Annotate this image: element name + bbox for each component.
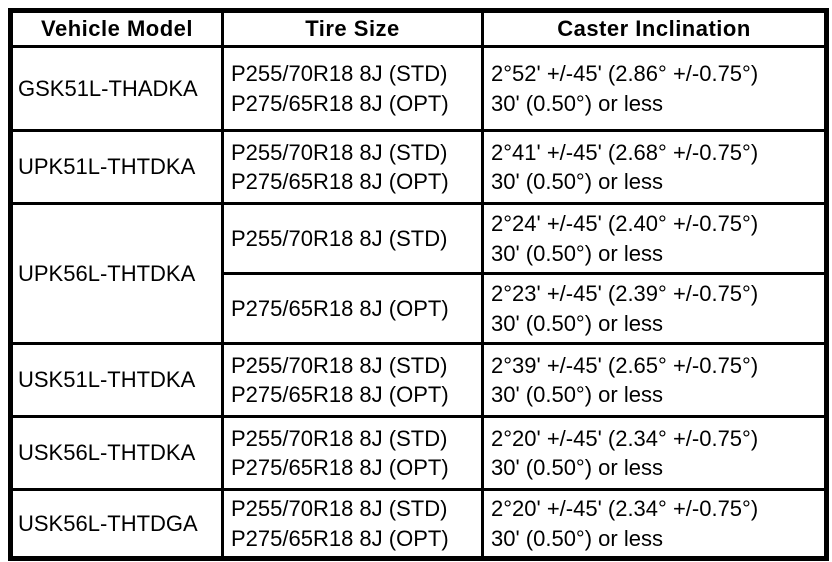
caster-value-line: 30' (0.50°) or less bbox=[491, 240, 663, 266]
caster-value-line: 2°20' +/-45' (2.34° +/-0.75°) bbox=[491, 425, 759, 451]
table-row: USK56L-THTDGA P255/70R18 8J (STD) P275/6… bbox=[9, 488, 828, 560]
tire-size-line: P255/70R18 8J (STD) bbox=[231, 225, 448, 251]
caster-inclination-cell: 2°24' +/-45' (2.40° +/-0.75°) 30' (0.50°… bbox=[481, 202, 828, 275]
tire-size-cell: P255/70R18 8J (STD) bbox=[221, 202, 484, 275]
vehicle-model-cell: USK56L-THTDGA bbox=[9, 488, 224, 560]
caster-inclination-cell: 2°41' +/-45' (2.68° +/-0.75°) 30' (0.50°… bbox=[481, 129, 828, 205]
caster-value-line: 2°39' +/-45' (2.65° +/-0.75°) bbox=[491, 352, 759, 378]
tire-size-line: P275/65R18 8J (OPT) bbox=[231, 90, 449, 116]
tire-size-cell: P275/65R18 8J (OPT) bbox=[221, 272, 484, 345]
caster-inclination-cell: 2°39' +/-45' (2.65° +/-0.75°) 30' (0.50°… bbox=[481, 342, 828, 418]
tire-size-line: P275/65R18 8J (OPT) bbox=[231, 455, 449, 480]
table-row: UPK56L-THTDKA P255/70R18 8J (STD) 2°24' … bbox=[9, 202, 828, 345]
tire-size-line: P255/70R18 8J (STD) bbox=[231, 496, 448, 522]
tire-size-line: P275/65R18 8J (OPT) bbox=[231, 525, 449, 551]
caster-value-line: 30' (0.50°) or less bbox=[491, 382, 663, 407]
caster-value-line: 30' (0.50°) or less bbox=[491, 310, 663, 336]
caster-value-line: 2°52' +/-45' (2.86° +/-0.75°) bbox=[491, 61, 759, 87]
caster-inclination-spec-table: Vehicle Model Tire Size Caster Inclinati… bbox=[8, 8, 829, 561]
caster-inclination-cell: 2°52' +/-45' (2.86° +/-0.75°) 30' (0.50°… bbox=[481, 45, 828, 132]
header-vehicle-model: Vehicle Model bbox=[9, 9, 224, 48]
caster-inclination-cell: 2°20' +/-45' (2.34° +/-0.75°) 30' (0.50°… bbox=[481, 415, 828, 491]
tire-size-line: P275/65R18 8J (OPT) bbox=[231, 382, 449, 407]
tire-size-line: P255/70R18 8J (STD) bbox=[231, 425, 448, 451]
tire-size-line: P275/65R18 8J (OPT) bbox=[231, 295, 449, 321]
header-tire-size: Tire Size bbox=[221, 9, 484, 48]
tire-size-line: P255/70R18 8J (STD) bbox=[231, 352, 448, 378]
tire-size-cell: P255/70R18 8J (STD) P275/65R18 8J (OPT) bbox=[221, 342, 484, 418]
caster-inclination-cell: 2°20' +/-45' (2.34° +/-0.75°) 30' (0.50°… bbox=[481, 488, 828, 560]
tire-size-line: P255/70R18 8J (STD) bbox=[231, 61, 448, 87]
tire-size-cell: P255/70R18 8J (STD) P275/65R18 8J (OPT) bbox=[221, 45, 484, 132]
tire-size-line: P275/65R18 8J (OPT) bbox=[231, 169, 449, 194]
caster-value-line: 30' (0.50°) or less bbox=[491, 169, 663, 194]
caster-value-line: 2°23' +/-45' (2.39° +/-0.75°) bbox=[491, 281, 759, 307]
caster-value-line: 2°20' +/-45' (2.34° +/-0.75°) bbox=[491, 496, 759, 522]
table-row: GSK51L-THADKA P255/70R18 8J (STD) P275/6… bbox=[9, 45, 828, 132]
tire-size-cell: P255/70R18 8J (STD) P275/65R18 8J (OPT) bbox=[221, 415, 484, 491]
vehicle-model-cell: USK51L-THTDKA bbox=[9, 342, 224, 418]
vehicle-model-cell: GSK51L-THADKA bbox=[9, 45, 224, 132]
caster-value-line: 30' (0.50°) or less bbox=[491, 90, 663, 116]
table-row: UPK51L-THTDKA P255/70R18 8J (STD) P275/6… bbox=[9, 129, 828, 205]
tire-size-cell: P255/70R18 8J (STD) P275/65R18 8J (OPT) bbox=[221, 488, 484, 560]
caster-value-line: 2°41' +/-45' (2.68° +/-0.75°) bbox=[491, 139, 759, 165]
tire-size-cell: P255/70R18 8J (STD) P275/65R18 8J (OPT) bbox=[221, 129, 484, 205]
caster-value-line: 30' (0.50°) or less bbox=[491, 525, 663, 551]
caster-value-line: 2°24' +/-45' (2.40° +/-0.75°) bbox=[491, 211, 759, 237]
tire-size-line: P255/70R18 8J (STD) bbox=[231, 139, 448, 165]
vehicle-model-cell: UPK51L-THTDKA bbox=[9, 129, 224, 205]
table-row: USK56L-THTDKA P255/70R18 8J (STD) P275/6… bbox=[9, 415, 828, 491]
header-row: Vehicle Model Tire Size Caster Inclinati… bbox=[9, 9, 828, 48]
caster-value-line: 30' (0.50°) or less bbox=[491, 455, 663, 480]
table-row: P275/65R18 8J (OPT) 2°23' +/-45' (2.39° … bbox=[11, 272, 828, 345]
caster-inclination-cell: 2°23' +/-45' (2.39° +/-0.75°) 30' (0.50°… bbox=[481, 272, 828, 345]
vehicle-model-cell: USK56L-THTDKA bbox=[9, 415, 224, 491]
header-caster-inclination: Caster Inclination bbox=[481, 9, 828, 48]
vehicle-model-cell: UPK56L-THTDKA bbox=[9, 202, 224, 345]
table-row: USK51L-THTDKA P255/70R18 8J (STD) P275/6… bbox=[9, 342, 828, 418]
